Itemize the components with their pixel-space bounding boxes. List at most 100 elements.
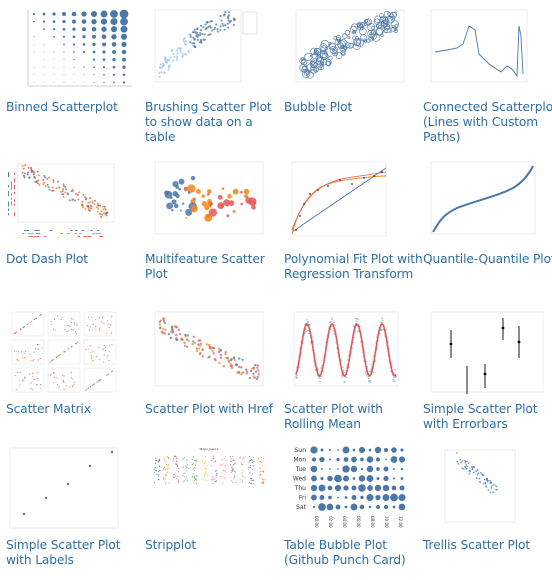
multifeature-point xyxy=(190,205,198,213)
punch-bubble xyxy=(328,448,332,452)
dotdash-x-tick xyxy=(34,230,37,231)
binned-bin-dot xyxy=(92,42,96,47)
brush-point xyxy=(205,21,209,24)
dotdash-point xyxy=(51,186,54,189)
dotdash-x-tick xyxy=(81,230,84,231)
strip-point xyxy=(224,474,226,476)
matrix-point xyxy=(85,389,87,391)
href-point xyxy=(192,340,195,343)
punch-bubble xyxy=(376,467,380,471)
punch-day-label: Mon xyxy=(293,457,306,464)
matrix-point xyxy=(36,343,39,346)
href-point xyxy=(195,349,199,353)
strip-point xyxy=(261,478,264,480)
matrix-point xyxy=(101,321,103,323)
href-point xyxy=(250,369,253,373)
matrix-point xyxy=(102,361,105,363)
strip-point xyxy=(239,480,241,482)
card-title-scatter-plot-labels[interactable]: Simple Scatter Plot with Labels xyxy=(6,538,121,567)
thumbnail-bubble-plot[interactable] xyxy=(284,6,412,94)
multifeature-point xyxy=(201,200,208,207)
trellis-point xyxy=(464,460,467,463)
thumbnail-dot-dash-plot[interactable] xyxy=(6,158,134,246)
thumbnail-scatter-plot-errorbars[interactable] xyxy=(423,308,551,396)
binned-bin-dot xyxy=(112,65,116,69)
strip-point xyxy=(205,456,207,458)
punch-hour-label: 10:00 xyxy=(384,516,389,528)
multifeature-point xyxy=(190,175,196,181)
binned-bin-dot xyxy=(53,59,55,60)
strip-point xyxy=(230,480,232,482)
brush-point xyxy=(196,35,199,38)
card-title-scatter-matrix[interactable]: Scatter Matrix xyxy=(6,402,91,416)
strip-point xyxy=(261,464,263,466)
dotdash-x-tick xyxy=(37,233,40,234)
href-point xyxy=(256,366,259,369)
dotdash-point xyxy=(62,188,65,191)
matrix-point xyxy=(27,323,29,325)
matrix-point xyxy=(21,380,23,382)
matrix-point xyxy=(108,344,110,347)
strip-point xyxy=(224,467,226,469)
brush-point xyxy=(193,44,196,47)
card-title-trellis-scatter-plot[interactable]: Trellis Scatter Plot xyxy=(423,538,531,552)
card-title-stripplot[interactable]: Stripplot xyxy=(145,538,197,552)
card-title-polynomial-fit-plot[interactable]: Polynomial Fit Plot with Regression Tran… xyxy=(284,252,423,281)
brush-point xyxy=(169,56,172,59)
strip-point xyxy=(168,467,170,469)
rolling-point xyxy=(295,377,297,380)
card-title-scatter-plot-errorbars[interactable]: Simple Scatter Plot with Errorbars xyxy=(423,402,538,431)
card-title-scatter-plot-with-href[interactable]: Scatter Plot with Href xyxy=(145,402,273,416)
thumbnail-trellis-scatter-plot[interactable] xyxy=(423,444,551,532)
card-title-bubble-plot[interactable]: Bubble Plot xyxy=(284,100,353,114)
href-point xyxy=(219,348,223,352)
punch-bubble xyxy=(375,494,381,501)
card-title-binned-scatterplot[interactable]: Binned Scatterplot xyxy=(6,100,118,114)
brush-point xyxy=(170,49,174,52)
polyfit-point xyxy=(327,185,329,187)
dotdash-point xyxy=(68,199,71,202)
strip-point xyxy=(233,459,235,462)
thumbnail-scatter-plot-rolling-mean[interactable] xyxy=(284,308,412,396)
dotdash-y-tick xyxy=(11,183,12,186)
bubble-point xyxy=(304,52,313,61)
thumbnail-brushing-scatter-plot[interactable] xyxy=(145,6,273,94)
trellis-point xyxy=(456,452,458,454)
thumbnail-multifeature-scatter-plot[interactable] xyxy=(145,158,273,246)
brush-point xyxy=(229,20,232,23)
href-point xyxy=(171,331,174,334)
thumbnail-quantile-quantile-plot[interactable] xyxy=(423,158,551,246)
thumbnail-scatter-plot-labels[interactable] xyxy=(6,444,134,532)
multifeature-point xyxy=(223,199,231,207)
card-title-multifeature-scatter-plot[interactable]: Multifeature Scatter Plot xyxy=(145,252,265,281)
href-point xyxy=(236,371,239,374)
card-title-table-bubble-plot[interactable]: Table Bubble Plot (Github Punch Card) xyxy=(284,538,406,567)
strip-point xyxy=(215,469,217,471)
thumbnail-connected-scatterplot[interactable] xyxy=(423,6,551,94)
card-title-brushing-scatter-plot[interactable]: Brushing Scatter Plot to show data on a … xyxy=(145,100,272,144)
matrix-point xyxy=(99,327,101,329)
rolling-point xyxy=(342,366,344,368)
matrix-point xyxy=(102,348,104,350)
matrix-point xyxy=(87,316,90,318)
thumbnail-binned-scatterplot[interactable] xyxy=(6,6,134,94)
binned-bin-dot xyxy=(120,33,128,40)
href-point xyxy=(219,356,223,359)
dotdash-point xyxy=(42,183,45,186)
card-title-connected-scatterplot[interactable]: Connected Scatterplot (Lines with Custom… xyxy=(423,100,552,144)
href-point xyxy=(233,359,237,362)
thumbnail-scatter-matrix[interactable] xyxy=(6,308,134,396)
matrix-point xyxy=(32,360,34,362)
strip-point xyxy=(242,469,244,472)
matrix-point xyxy=(22,326,24,328)
bubble-point xyxy=(387,12,392,16)
card-title-quantile-quantile-plot[interactable]: Quantile-Quantile Plot xyxy=(423,252,552,266)
thumbnail-table-bubble-plot[interactable]: Sun Mon Tue Wed Thu Fri Sat 00:00 02:00 04:00 06:0… xyxy=(284,444,412,532)
strip-point xyxy=(175,475,177,477)
thumbnail-polynomial-fit-plot[interactable] xyxy=(284,158,412,246)
card-title-dot-dash-plot[interactable]: Dot Dash Plot xyxy=(6,252,88,266)
strip-point xyxy=(193,470,195,472)
thumbnail-scatter-plot-with-href[interactable] xyxy=(145,308,273,396)
card-title-scatter-plot-rolling-mean[interactable]: Scatter Plot with Rolling Mean xyxy=(284,402,383,431)
thumbnail-stripplot[interactable]: Major_Genre xyxy=(145,444,273,532)
